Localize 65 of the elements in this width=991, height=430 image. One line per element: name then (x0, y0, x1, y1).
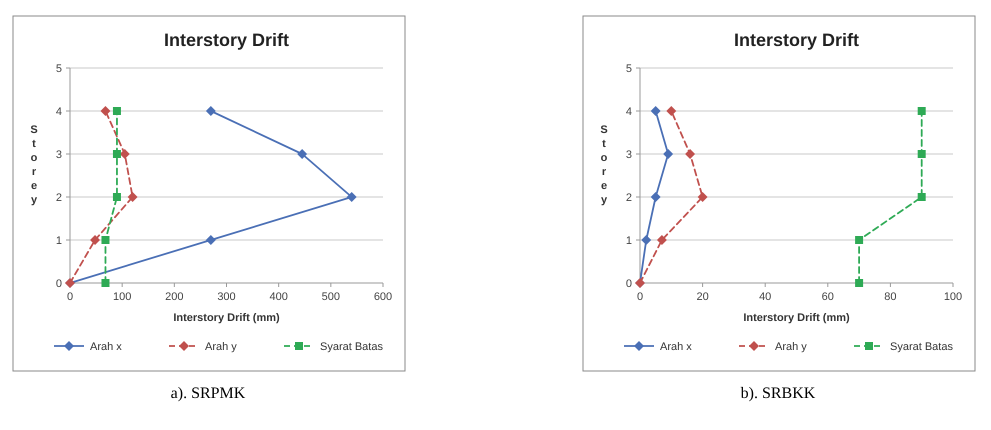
point (918, 193, 926, 201)
point (90, 235, 100, 245)
text: b). SRBKK (740, 385, 816, 402)
x-tick-label: 400 (269, 291, 288, 303)
point (101, 279, 110, 287)
x-tick-label: 80 (884, 291, 897, 303)
x-axis-title: Interstory Drift (mm) (173, 312, 280, 324)
x-tick-label: 500 (322, 291, 340, 303)
point (101, 236, 110, 244)
point (641, 235, 652, 245)
y-tick-label: 1 (626, 235, 632, 247)
point (918, 107, 926, 115)
x-tick-label: 0 (66, 291, 74, 303)
x-tick-label: 600 (374, 291, 392, 303)
point (650, 106, 661, 116)
y-tick-label: 2 (56, 192, 62, 204)
text: a). SRPMK (170, 385, 246, 402)
point (297, 149, 308, 159)
point (650, 192, 661, 202)
x-tick-label: 0 (636, 291, 644, 303)
x-tick-label: 100 (112, 291, 132, 303)
point (656, 235, 667, 245)
y-tick-label: 3 (56, 149, 62, 161)
y-tick-label: 5 (626, 63, 632, 75)
y-tick-label: 4 (56, 106, 62, 118)
point (666, 106, 676, 116)
y-tick-label: 2 (626, 192, 632, 204)
y-axis-title: Storey (30, 124, 38, 206)
y-tick-label: 3 (626, 149, 632, 161)
point (206, 235, 216, 245)
y-tick-label: 1 (56, 235, 62, 247)
y-tick-label: 4 (626, 106, 632, 118)
legend-label: Arah x (90, 341, 122, 353)
point (112, 150, 121, 158)
y-tick-label: 0 (56, 278, 62, 290)
point (100, 106, 110, 116)
point (855, 279, 864, 287)
point (685, 149, 696, 159)
point (206, 106, 216, 116)
y-tick-label: 5 (56, 63, 62, 75)
x-tick-label: 200 (165, 291, 184, 303)
x-tick-label: 40 (759, 291, 772, 303)
point (128, 192, 138, 202)
point (918, 150, 926, 158)
point (112, 193, 121, 201)
point (698, 192, 708, 202)
point (663, 149, 674, 159)
point (855, 236, 864, 244)
y-tick-label: 0 (626, 278, 632, 290)
legend-label: Arah y (775, 341, 808, 353)
point (112, 107, 121, 115)
legend-label: Arah y (205, 341, 238, 353)
chart-title: Interstory Drift (164, 30, 290, 50)
point (346, 192, 357, 202)
chart-title: Interstory Drift (734, 30, 860, 50)
x-tick-label: 300 (217, 291, 236, 303)
legend-label: Syarat Batas (320, 341, 384, 353)
legend-label: Syarat Batas (890, 341, 954, 353)
x-tick-label: 60 (822, 291, 834, 303)
x-tick-label: 100 (944, 291, 962, 303)
x-tick-label: 20 (696, 291, 709, 303)
y-axis-title: Storey (600, 124, 608, 206)
x-axis-title: Interstory Drift (mm) (743, 312, 850, 324)
point (120, 149, 130, 159)
legend-label: Arah x (660, 341, 692, 353)
